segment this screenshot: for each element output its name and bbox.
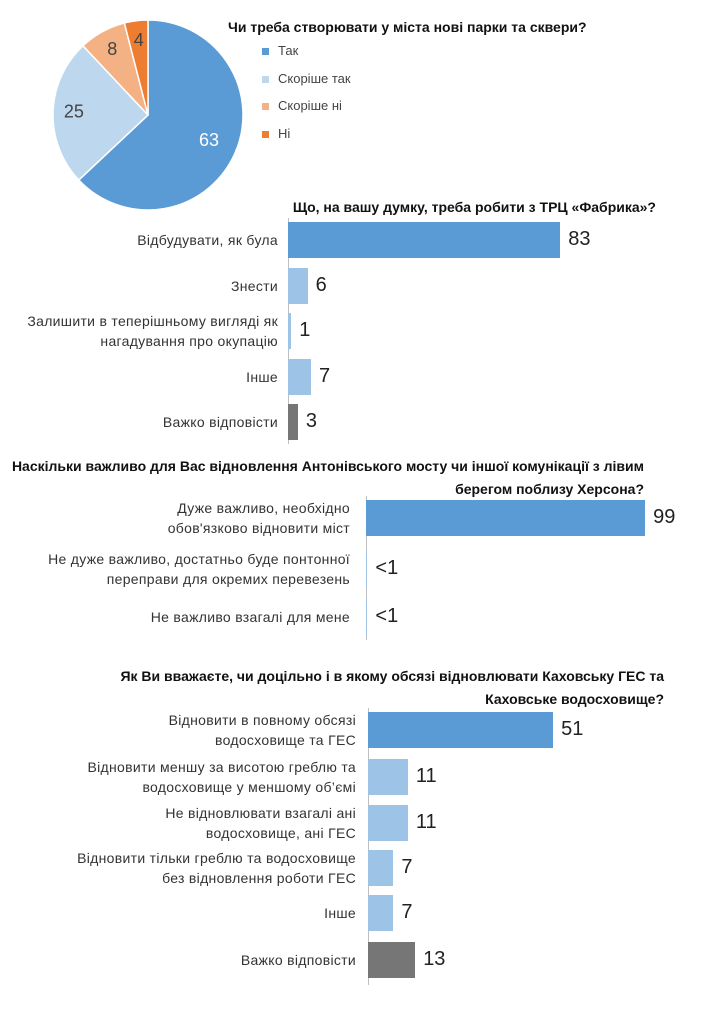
legend-label: Скоріше ні bbox=[278, 98, 342, 113]
pie-chart: 63 25 8 4 bbox=[52, 19, 244, 211]
category-label: Відновити тільки греблю та водосховище б… bbox=[77, 850, 356, 886]
bar bbox=[366, 500, 646, 536]
value-label: 3 bbox=[305, 410, 317, 432]
legend-swatch bbox=[262, 103, 269, 110]
legend-label: Скоріше так bbox=[278, 70, 351, 86]
slice-label: 8 bbox=[107, 39, 117, 59]
pie-slice bbox=[123, 19, 149, 116]
pie-slice bbox=[52, 44, 150, 182]
bar bbox=[368, 759, 408, 795]
axis-line bbox=[368, 708, 369, 985]
category-label: Відновити меншу за висотою греблю та вод… bbox=[87, 759, 356, 795]
value-label: 7 bbox=[318, 365, 331, 387]
category-label: Важко відповісти bbox=[240, 952, 356, 968]
value-label: 6 bbox=[315, 274, 327, 296]
category-label: Не дуже важливо, достатньо буде понтонно… bbox=[48, 551, 350, 587]
chart-title: Як Ви вважаєте, чи доцільно і в якому об… bbox=[120, 668, 664, 707]
category-label: Інше bbox=[246, 369, 278, 385]
bar bbox=[366, 599, 368, 635]
category-label: Не відновлювати взагалі ані водосховище,… bbox=[165, 805, 356, 841]
slice-label: 4 bbox=[134, 30, 144, 50]
category-label: Відбудувати, як була bbox=[137, 232, 278, 248]
value-label: 11 bbox=[415, 765, 437, 787]
value-label: 51 bbox=[561, 718, 584, 740]
category-label: Знести bbox=[230, 278, 278, 294]
value-label: <1 bbox=[375, 605, 399, 627]
chart-title: Наскільки важливо для Вас відновлення Ан… bbox=[11, 458, 644, 497]
bar bbox=[368, 805, 408, 841]
bar bbox=[368, 942, 416, 978]
category-label: Інше bbox=[324, 905, 356, 921]
bar bbox=[288, 359, 311, 395]
slice-label: 25 bbox=[64, 101, 84, 121]
value-label: 99 bbox=[653, 506, 676, 528]
value-label: 13 bbox=[423, 948, 446, 970]
slice-label: 63 bbox=[199, 130, 219, 150]
value-label: 1 bbox=[299, 319, 311, 341]
category-label: Дуже важливо, необхідно обов'язково відн… bbox=[167, 500, 350, 536]
legend-label: Ні bbox=[278, 125, 291, 141]
value-label: 11 bbox=[415, 811, 437, 833]
legend-swatch bbox=[262, 48, 269, 55]
bar bbox=[366, 551, 368, 587]
value-label: 7 bbox=[401, 856, 413, 878]
category-label: Відновити в повному обсязі водосховище т… bbox=[168, 712, 356, 748]
chart-title: Чи треба створювати у міста нові парки т… bbox=[228, 19, 587, 35]
value-label: <1 bbox=[375, 557, 399, 579]
bar bbox=[368, 850, 394, 886]
value-label: 7 bbox=[401, 901, 413, 923]
pie-slice bbox=[77, 19, 244, 211]
bar bbox=[368, 895, 394, 931]
bar bbox=[288, 222, 561, 258]
bar bbox=[288, 404, 298, 440]
legend-swatch bbox=[262, 130, 269, 138]
category-label: Важко відповісти bbox=[162, 414, 278, 430]
bar bbox=[368, 712, 554, 748]
bar bbox=[288, 313, 292, 349]
legend-label: Так bbox=[278, 43, 299, 58]
category-label: Залишити в теперішньому вигляді як нагад… bbox=[27, 313, 278, 349]
category-label: Не важливо взагалі для мене bbox=[150, 609, 350, 625]
chart-title: Що, на вашу думку, треба робити з ТРЦ «Ф… bbox=[292, 199, 656, 215]
bar bbox=[288, 268, 308, 304]
value-label: 83 bbox=[568, 228, 591, 250]
legend-swatch bbox=[262, 75, 269, 83]
